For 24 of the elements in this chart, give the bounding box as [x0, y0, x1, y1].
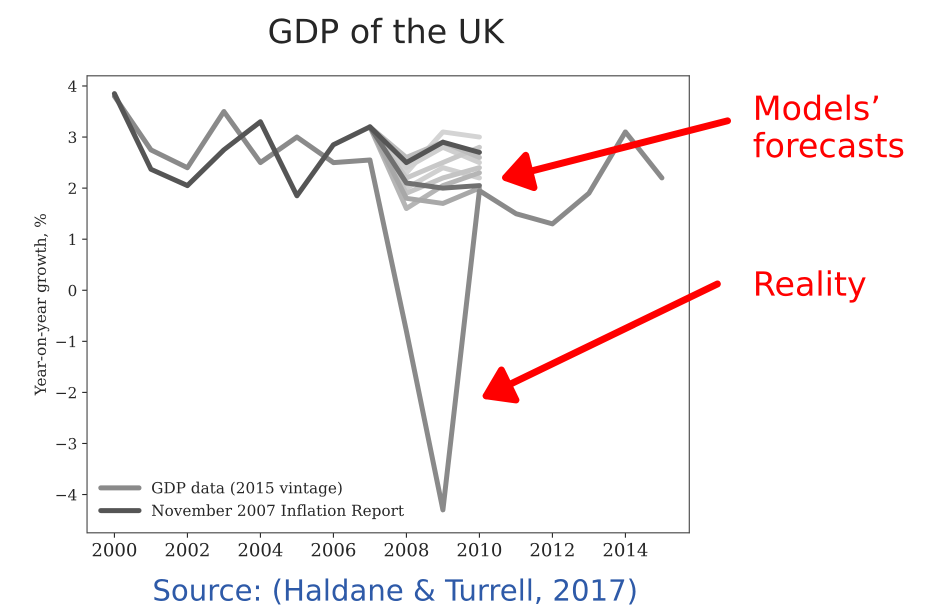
y-tick-label: −3 [56, 438, 76, 450]
chart-title: GDP of the UK [269, 18, 505, 44]
y-tick-label: −1 [56, 336, 76, 348]
legend-label: November 2007 Inflation Report [152, 504, 404, 520]
x-tick-label: 2000 [92, 542, 136, 557]
x-tick-label: 2010 [458, 542, 502, 557]
x-tick-label: 2008 [384, 542, 428, 557]
y-tick-label: 1 [69, 234, 76, 245]
y-tick-label: 3 [68, 132, 76, 144]
y-tick-label: 2 [68, 182, 76, 194]
y-tick-label: −2 [56, 386, 76, 398]
text: Reality [756, 270, 866, 303]
x-tick-label: 2012 [530, 542, 574, 557]
x-tick-label: 2006 [312, 542, 356, 557]
legend-label: GDP data (2015 vintage) [152, 482, 342, 497]
y-tick-label: 4 [68, 80, 77, 92]
text: Models’ forecasts [754, 94, 904, 158]
x-tick-label: 2014 [604, 542, 648, 557]
x-tick-label: 2004 [238, 542, 282, 557]
source-note: Source: (Haldane & Turrell, 2017) [154, 578, 636, 604]
y-axis-title: Year-on-year growth, % [34, 214, 50, 396]
y-tick-label: 0 [68, 284, 76, 296]
y-tick-label: −4 [56, 489, 77, 500]
x-tick-label: 2002 [166, 542, 209, 557]
